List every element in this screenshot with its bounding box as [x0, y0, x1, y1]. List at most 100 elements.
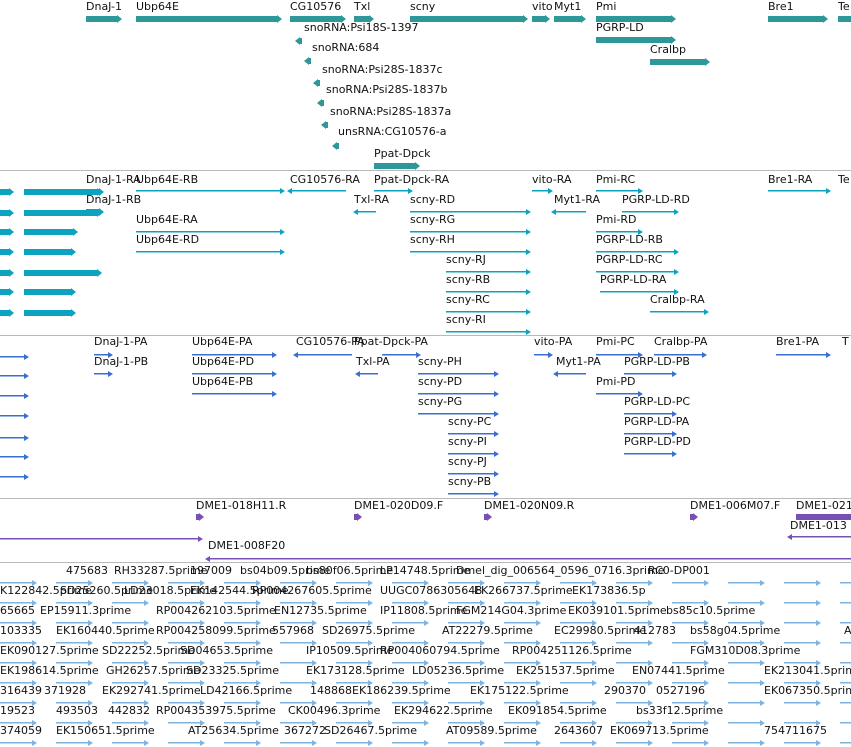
est-glyph[interactable]	[448, 660, 485, 666]
est-glyph[interactable]	[112, 680, 149, 686]
protein-glyph[interactable]	[293, 352, 352, 358]
est-glyph[interactable]	[448, 700, 485, 706]
est-glyph[interactable]	[280, 600, 317, 606]
gene-label[interactable]: DnaJ-1	[86, 0, 123, 13]
transcript-glyph[interactable]	[136, 188, 285, 194]
protein-glyph[interactable]	[94, 352, 113, 358]
est-glyph[interactable]	[280, 640, 317, 646]
est-label[interactable]: SD26975.5prime	[322, 624, 415, 637]
est-glyph[interactable]	[448, 600, 485, 606]
est-label[interactable]: RC0-DP001	[648, 564, 710, 577]
est-glyph[interactable]	[616, 680, 653, 686]
est-glyph[interactable]	[168, 740, 205, 746]
est-glyph[interactable]	[224, 640, 261, 646]
est-glyph[interactable]	[56, 740, 93, 746]
est-glyph[interactable]	[728, 580, 765, 586]
protein-glyph[interactable]	[0, 454, 29, 460]
est-glyph[interactable]	[840, 600, 851, 606]
protein-label[interactable]: scny-PB	[448, 475, 492, 488]
transcript-label[interactable]: Bre1-RA	[768, 173, 813, 186]
protein-label[interactable]: DnaJ-1-PA	[94, 335, 148, 348]
transcript-glyph[interactable]	[446, 309, 531, 315]
protein-glyph[interactable]	[0, 474, 29, 480]
est-glyph[interactable]	[0, 680, 37, 686]
est-glyph[interactable]	[224, 680, 261, 686]
est-glyph[interactable]	[840, 720, 851, 726]
est-label[interactable]: 442832	[108, 704, 150, 717]
gene-glyph[interactable]	[554, 15, 586, 23]
protein-glyph[interactable]	[534, 352, 553, 358]
est-label[interactable]: EK067350.5prime	[764, 684, 851, 697]
est-glyph[interactable]	[392, 620, 429, 626]
est-glyph[interactable]	[840, 640, 851, 646]
transcript-glyph[interactable]	[650, 309, 709, 315]
est-label[interactable]: EK186239.5prime	[352, 684, 451, 697]
gene-label[interactable]: Te	[838, 0, 850, 13]
protein-glyph[interactable]	[448, 451, 499, 457]
est-label[interactable]: EC29980.5prime	[554, 624, 647, 637]
est-glyph[interactable]	[336, 620, 373, 626]
est-glyph[interactable]	[728, 680, 765, 686]
est-glyph[interactable]	[280, 620, 317, 626]
est-glyph[interactable]	[504, 580, 541, 586]
est-glyph[interactable]	[0, 660, 37, 666]
est-label[interactable]: 374059	[0, 724, 42, 737]
est-glyph[interactable]	[504, 720, 541, 726]
est-label[interactable]: 2643607	[554, 724, 603, 737]
transcript-glyph[interactable]	[596, 188, 643, 194]
protein-glyph[interactable]	[596, 391, 643, 397]
protein-glyph[interactable]	[382, 352, 421, 358]
gene-glyph[interactable]	[768, 15, 828, 23]
transcript-label[interactable]: scny-RC	[446, 293, 490, 306]
est-glyph[interactable]	[168, 720, 205, 726]
est-label[interactable]: AT09589.5prime	[446, 724, 537, 737]
est-label[interactable]: EK266737.5prime	[474, 584, 573, 597]
est-glyph[interactable]	[728, 720, 765, 726]
transcript-glyph[interactable]	[410, 229, 531, 235]
est-glyph[interactable]	[224, 720, 261, 726]
est-label[interactable]: FGM310D08.3prime	[690, 644, 801, 657]
gene-glyph[interactable]	[596, 36, 676, 44]
est-label[interactable]: 19523	[0, 704, 35, 717]
est-glyph[interactable]	[560, 700, 597, 706]
est-glyph[interactable]	[784, 740, 821, 746]
est-label[interactable]: 367272	[284, 724, 326, 737]
gene-glyph[interactable]	[532, 15, 550, 23]
est-label[interactable]: EK292741.5prime	[102, 684, 201, 697]
est-glyph[interactable]	[392, 720, 429, 726]
protein-label[interactable]: PGRP-LD-PA	[624, 415, 690, 428]
est-glyph[interactable]	[784, 620, 821, 626]
protein-glyph[interactable]	[355, 371, 378, 377]
est-glyph[interactable]	[224, 580, 261, 586]
clone-glyph[interactable]	[484, 513, 492, 521]
est-glyph[interactable]	[840, 580, 851, 586]
est-label[interactable]: SD26467.5prime	[324, 724, 417, 737]
gene-label[interactable]: snoRNA:Psi18S-1397	[304, 21, 419, 34]
transcript-glyph[interactable]	[410, 249, 531, 255]
protein-label[interactable]: scny-PI	[448, 435, 487, 448]
est-glyph[interactable]	[672, 580, 709, 586]
transcript-label[interactable]: Ubp64E-RA	[136, 213, 198, 226]
transcript-label[interactable]: PGRP-LD-RB	[596, 233, 663, 246]
protein-glyph[interactable]	[448, 491, 499, 497]
gene-label[interactable]: snoRNA:684	[312, 41, 380, 54]
est-glyph[interactable]	[560, 640, 597, 646]
est-glyph[interactable]	[560, 740, 597, 746]
est-glyph[interactable]	[112, 660, 149, 666]
est-glyph[interactable]	[784, 660, 821, 666]
est-label[interactable]: A	[844, 624, 851, 637]
est-glyph[interactable]	[112, 600, 149, 606]
transcript-label[interactable]: scny-RB	[446, 273, 491, 286]
transcript-label[interactable]: PGRP-LD-RC	[596, 253, 663, 266]
est-label[interactable]: EK175122.5prime	[470, 684, 569, 697]
est-label[interactable]: RP004251126.5prime	[512, 644, 632, 657]
transcript-label[interactable]: Myt1-RA	[554, 193, 601, 206]
gene-glyph[interactable]	[354, 15, 374, 23]
est-glyph[interactable]	[112, 700, 149, 706]
est-glyph[interactable]	[280, 740, 317, 746]
protein-glyph[interactable]	[553, 371, 586, 377]
est-glyph[interactable]	[784, 640, 821, 646]
est-label[interactable]: SD25260.5prime	[60, 584, 153, 597]
est-glyph[interactable]	[616, 620, 653, 626]
protein-glyph[interactable]	[624, 451, 677, 457]
